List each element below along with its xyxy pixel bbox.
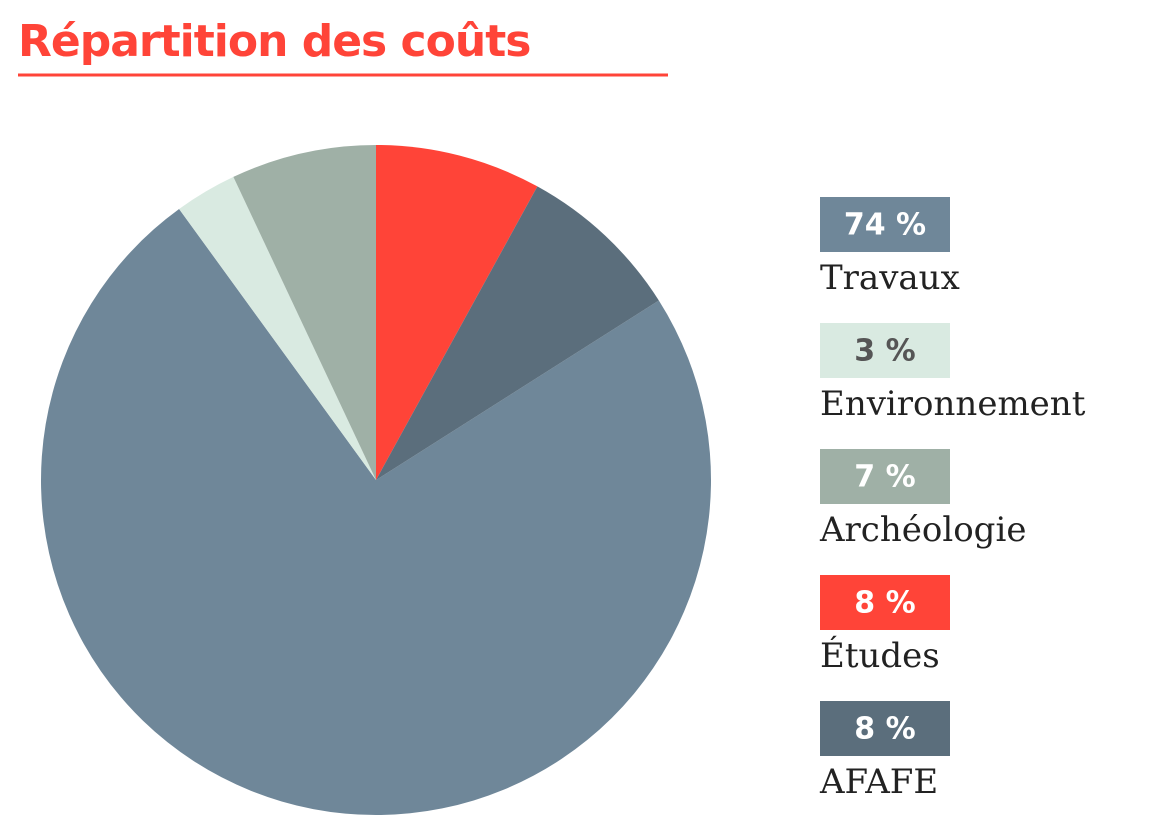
legend-value: 74 % (844, 208, 926, 243)
legend-label: Études (820, 635, 940, 676)
legend-label: Environnement (820, 384, 1086, 424)
legend-badge (820, 323, 950, 378)
pie-slice (376, 145, 538, 480)
pie-slice (41, 208, 712, 816)
chart-title: Répartition des coûts (18, 16, 530, 67)
legend-value: 8 % (854, 586, 915, 621)
pie-slice (233, 145, 376, 480)
legend-value: 3 % (854, 334, 915, 369)
legend-label: AFAFE (819, 762, 938, 802)
legend-label: Archéologie (819, 510, 1026, 550)
legend-value: 7 % (854, 460, 915, 495)
legend-badge (820, 449, 950, 504)
legend-label: Travaux (820, 258, 960, 298)
pie-slice (179, 176, 376, 480)
legend-badge (820, 197, 950, 252)
legend-value: 8 % (854, 712, 915, 747)
legend-badge (820, 701, 950, 756)
legend-badge (820, 575, 950, 630)
pie-slice (376, 186, 659, 480)
